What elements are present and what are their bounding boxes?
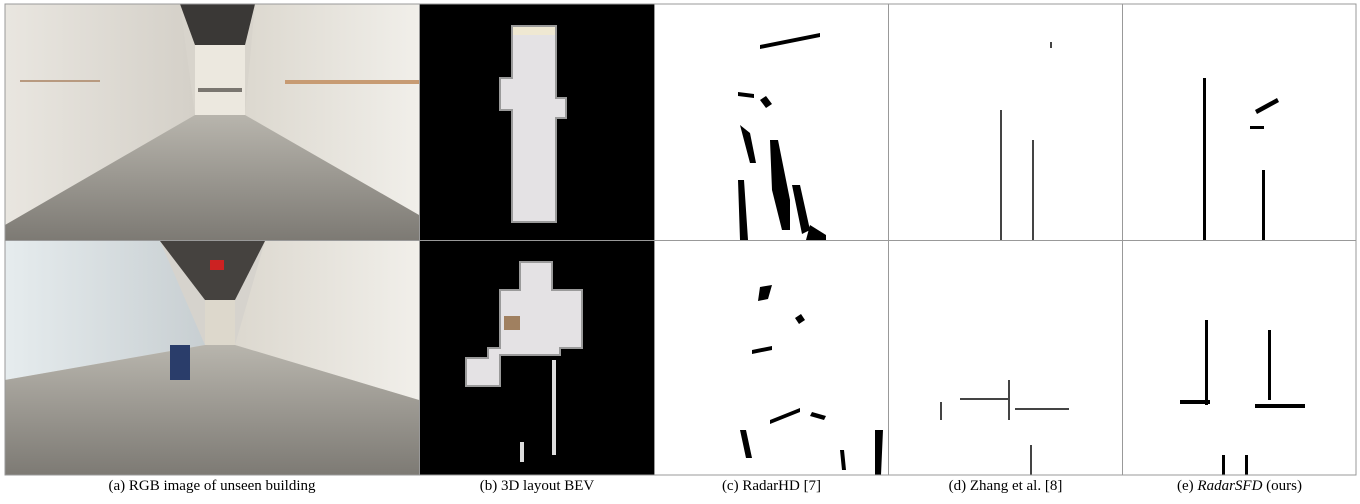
caption: (a) RGB image of unseen building — [108, 478, 316, 494]
panel-borders — [4, 3, 1357, 476]
rgb-image-bottom — [5, 241, 419, 475]
caption: (e) RadarSFD (ours) — [1123, 478, 1356, 495]
caption: (d) Zhang et al. [8] — [948, 478, 1063, 494]
caption-method: RadarSFD — [1197, 478, 1263, 494]
radarsfd-top — [1123, 4, 1356, 240]
figure-grid — [4, 3, 1357, 476]
caption: (c) RadarHD [7] — [721, 478, 822, 494]
caption-suffix: (ours) — [1266, 478, 1302, 494]
zhang-bottom — [889, 241, 1122, 475]
bev-bottom — [420, 241, 654, 475]
radarsfd-bottom — [1123, 241, 1356, 475]
radarhd-bottom — [655, 241, 888, 475]
rgb-image-top — [5, 4, 419, 240]
zhang-top — [889, 4, 1122, 240]
caption: (b) 3D layout BEV — [479, 478, 595, 494]
radarhd-top — [655, 4, 888, 240]
caption-label: (e) — [1177, 478, 1194, 494]
bev-top — [420, 4, 654, 240]
